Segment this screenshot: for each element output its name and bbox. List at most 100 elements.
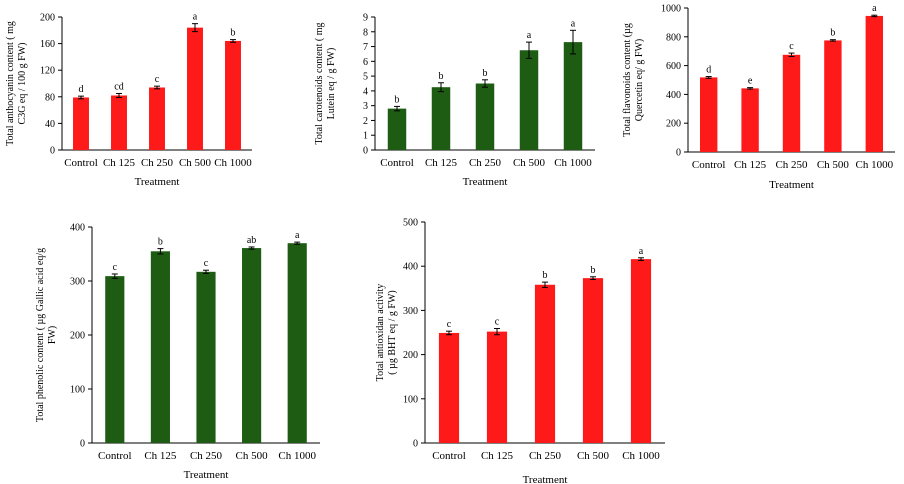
y-tick-label: 1 (363, 131, 368, 142)
significance-letter: a (639, 246, 644, 257)
y-tick-label: 0 (50, 146, 55, 157)
y-axis-title: Total anthocyanin content ( mg (5, 21, 16, 146)
bar (242, 248, 262, 443)
y-tick-label: 9 (363, 13, 368, 24)
significance-letter: e (748, 76, 753, 87)
y-axis-title: Total phenolic content ( µg Gallic acid … (35, 248, 46, 422)
y-axis-title: Total flavonoids content (µg (622, 23, 633, 137)
significance-letter: cd (114, 81, 123, 92)
bar (438, 332, 460, 443)
bar (486, 331, 508, 443)
error-bar (294, 241, 301, 245)
significance-letter: b (591, 265, 596, 276)
error-bar (154, 85, 160, 90)
error-bar (192, 23, 198, 33)
bar (431, 87, 451, 150)
chart-4: 0 100 200 300 400 c Control b Ch 125 c Ch 250 ab Ch … (35, 223, 320, 481)
error-bar (829, 39, 836, 42)
x-tick-label: Ch 1000 (554, 157, 592, 169)
x-tick-label: Ch 125 (103, 157, 136, 169)
y-tick-label: 5 (363, 72, 368, 83)
y-tick-label: 300 (70, 277, 85, 288)
error-bar (570, 29, 576, 55)
y-tick-label: 200 (40, 13, 55, 24)
y-axis-title: Total carotenoids content ( mg (314, 22, 325, 144)
y-tick-label: 80 (45, 92, 55, 103)
bar (187, 27, 203, 150)
bar (700, 77, 718, 152)
bar (111, 95, 127, 150)
x-tick-label: Ch 250 (469, 157, 502, 169)
y-tick-label: 100 (403, 394, 418, 405)
error-bar (78, 95, 84, 100)
significance-letter: c (155, 74, 160, 85)
x-axis-title: Treatment (523, 474, 568, 484)
error-bar (638, 257, 644, 261)
bar (865, 15, 883, 153)
significance-letter: c (113, 262, 118, 273)
error-bar (111, 273, 118, 279)
x-tick-label: Ch 125 (734, 159, 767, 171)
bar (196, 271, 216, 443)
y-tick-label: 0 (363, 146, 368, 157)
bar (150, 251, 170, 443)
x-tick-label: Ch 500 (179, 157, 212, 169)
y-tick-label: 4 (363, 86, 368, 97)
y-tick-label: 200 (403, 350, 418, 361)
x-tick-label: Ch 125 (481, 450, 514, 462)
y-axis-title: ( µg BHT eq / g FW) (387, 290, 398, 374)
x-tick-label: Ch 1000 (622, 450, 660, 462)
bar (287, 243, 307, 443)
significance-letter: d (706, 65, 711, 76)
significance-letter: a (193, 12, 198, 23)
significance-letter: a (872, 3, 877, 14)
error-bar (747, 87, 754, 90)
x-tick-label: Ch 125 (425, 157, 458, 169)
x-tick-label: Ch 500 (577, 450, 610, 462)
error-bar (526, 41, 532, 59)
y-axis-title: Total antioxidan activity (375, 284, 386, 382)
x-tick-label: Control (692, 159, 726, 171)
x-tick-label: Control (64, 157, 98, 169)
x-tick-label: Control (380, 157, 414, 169)
bar (741, 88, 759, 152)
y-axis-title: C3G eq / 100 g FW) (17, 43, 28, 125)
x-tick-label: Ch 1000 (214, 157, 252, 169)
bar (630, 259, 652, 443)
bar (387, 108, 407, 150)
chart-2: 0 1 2 3 4 5 6 7 8 9 b Control b Ch 125 b Ch 250 a Ch 500 a… (314, 13, 595, 188)
error-bar (203, 269, 209, 274)
bar (225, 40, 241, 150)
error-bar (438, 82, 444, 93)
significance-letter: a (571, 18, 576, 29)
y-axis-title: Lutein eq / g FW) (326, 48, 337, 120)
x-tick-label: Ch 500 (236, 450, 269, 462)
y-axis-title: Quercetin eq/ g FW) (634, 39, 645, 121)
significance-letter: b (830, 28, 835, 39)
x-tick-label: Ch 1000 (278, 450, 316, 462)
significance-letter: b (439, 71, 444, 82)
bar (149, 87, 165, 150)
significance-letter: a (295, 230, 300, 241)
error-bar (494, 328, 500, 336)
y-tick-label: 800 (666, 32, 681, 43)
y-tick-label: 6 (363, 57, 368, 68)
error-bar (705, 76, 712, 79)
significance-letter: c (789, 41, 794, 52)
y-tick-label: 400 (666, 90, 681, 101)
y-tick-label: 0 (80, 439, 85, 450)
y-tick-label: 200 (666, 119, 681, 130)
error-bar (871, 14, 878, 18)
error-bar (248, 246, 255, 250)
error-bar (788, 52, 795, 58)
y-tick-label: 400 (70, 223, 85, 234)
error-bar (230, 39, 236, 43)
bar (582, 278, 604, 443)
significance-letter: b (395, 94, 400, 105)
y-tick-label: 300 (403, 306, 418, 317)
significance-letter: ab (247, 235, 256, 246)
y-tick-label: 8 (363, 27, 368, 38)
x-tick-label: Ch 250 (190, 450, 223, 462)
error-bar (590, 276, 596, 280)
